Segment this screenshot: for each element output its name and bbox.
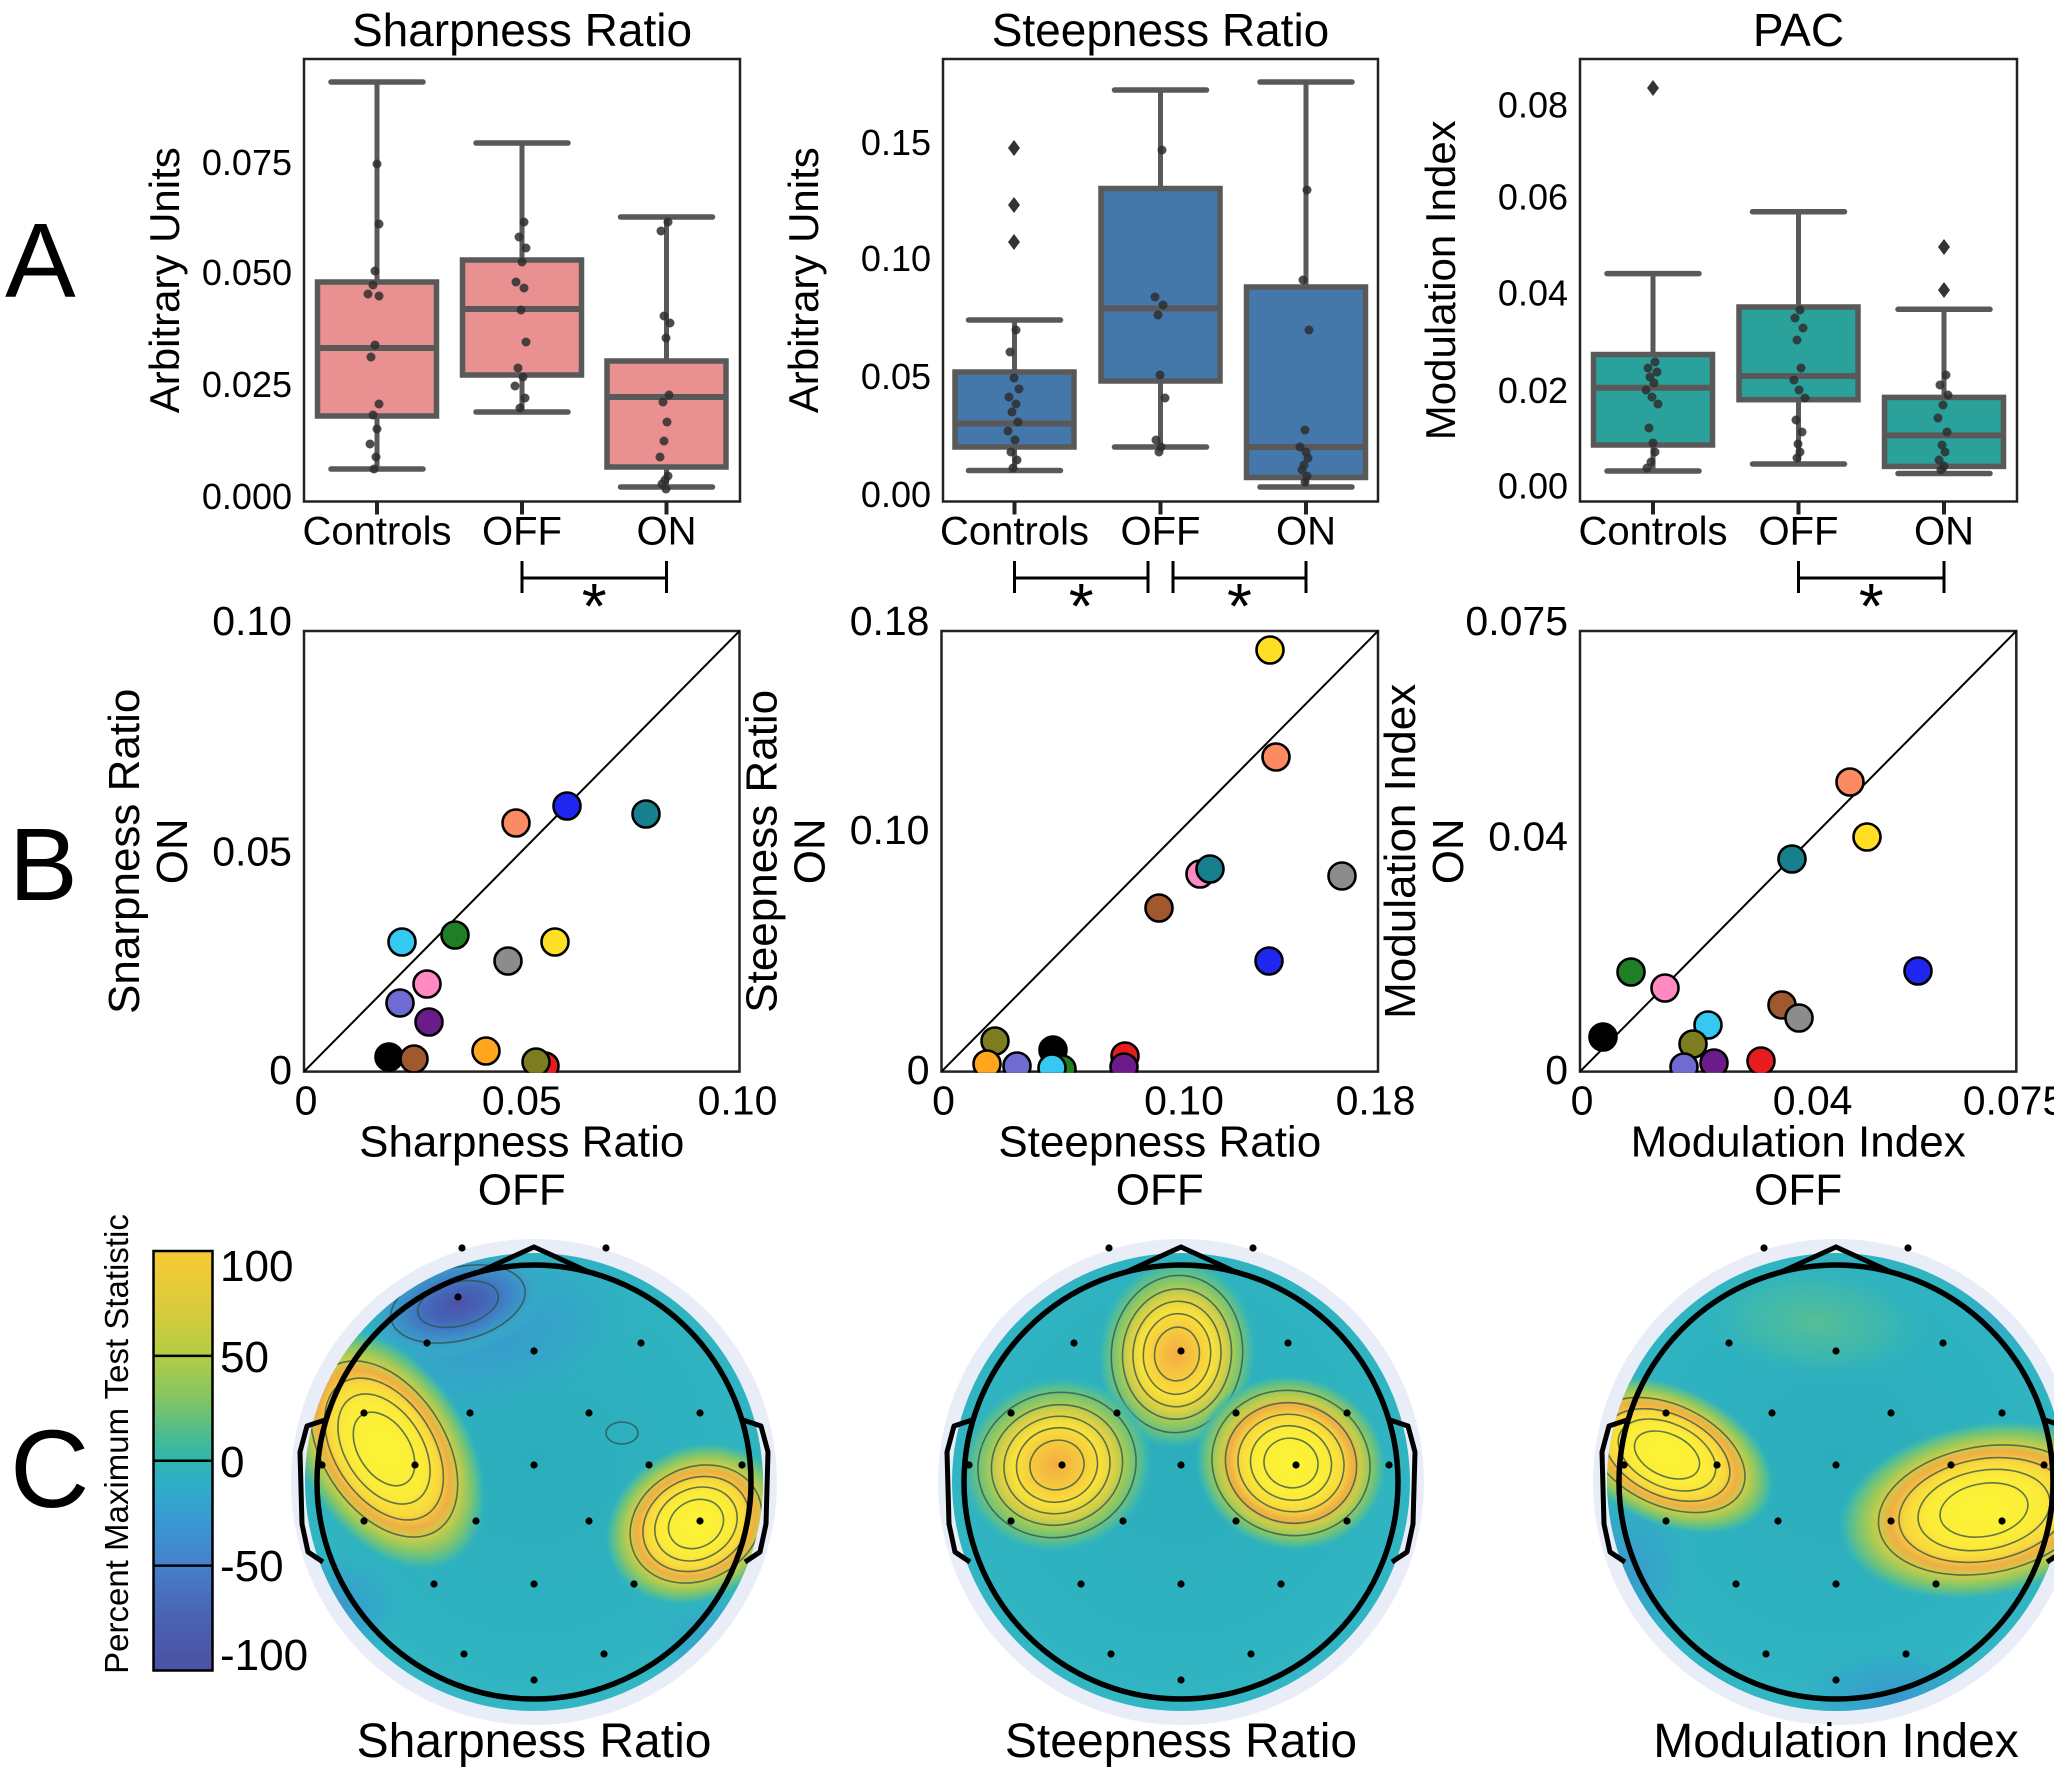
svg-text:0.02: 0.02 [1498,370,1568,411]
svg-text:50: 50 [220,1333,269,1382]
svg-text:0.10: 0.10 [698,1078,778,1124]
svg-text:C: C [10,1408,89,1531]
svg-text:ON: ON [786,818,835,884]
svg-text:Sharpness Ratio: Sharpness Ratio [352,4,692,56]
svg-text:Arbitrary Units: Arbitrary Units [780,147,827,413]
svg-text:0.10: 0.10 [212,598,292,644]
svg-text:0.04: 0.04 [1498,272,1568,313]
svg-text:0.04: 0.04 [1773,1078,1853,1124]
svg-text:0.075: 0.075 [1963,1078,2054,1124]
svg-text:0: 0 [907,1047,930,1093]
svg-text:PAC: PAC [1753,4,1844,56]
svg-text:0.05: 0.05 [482,1078,562,1124]
svg-text:Steepness Ratio: Steepness Ratio [1005,1715,1357,1768]
svg-text:0.075: 0.075 [202,142,292,183]
svg-text:0.00: 0.00 [1498,465,1568,506]
svg-text:OFF: OFF [1759,510,1839,554]
svg-text:0.10: 0.10 [1144,1078,1224,1124]
svg-text:0: 0 [1571,1078,1594,1124]
svg-text:Percent Maximum Test Statistic: Percent Maximum Test Statistic [98,1214,135,1674]
svg-text:Steepness Ratio: Steepness Ratio [992,4,1330,56]
svg-text:OFF: OFF [1116,1166,1204,1215]
svg-text:0.18: 0.18 [1336,1078,1416,1124]
svg-text:A: A [5,202,76,320]
svg-text:0: 0 [269,1047,292,1093]
svg-text:Controls: Controls [1579,510,1728,554]
svg-text:0.06: 0.06 [1498,177,1568,218]
svg-text:0.10: 0.10 [850,807,930,853]
svg-text:ON: ON [1276,510,1336,554]
svg-text:OFF: OFF [482,510,562,554]
svg-text:Modulation Index: Modulation Index [1376,684,1425,1019]
svg-text:ON: ON [637,510,697,554]
svg-text:Arbitrary Units: Arbitrary Units [141,147,188,413]
svg-text:0.050: 0.050 [202,252,292,293]
svg-text:-50: -50 [220,1542,284,1591]
svg-text:100: 100 [220,1242,293,1291]
svg-text:ON: ON [1914,510,1974,554]
svg-text:Steepness Ratio: Steepness Ratio [998,1118,1321,1167]
svg-text:B: B [9,807,78,922]
svg-text:0.18: 0.18 [850,598,930,644]
svg-text:0.00: 0.00 [861,474,931,515]
svg-text:0: 0 [220,1438,244,1487]
svg-text:-100: -100 [220,1631,308,1680]
svg-text:ON: ON [1424,818,1473,884]
svg-text:0.05: 0.05 [861,356,931,397]
svg-text:0.025: 0.025 [202,364,292,405]
svg-text:Modulation Index: Modulation Index [1417,120,1464,440]
svg-text:0.15: 0.15 [861,122,931,163]
svg-text:0: 0 [295,1078,318,1124]
svg-text:0.08: 0.08 [1498,85,1568,126]
svg-text:0: 0 [1545,1047,1568,1093]
svg-text:Steepness Ratio: Steepness Ratio [738,690,787,1013]
svg-text:Modulation Index: Modulation Index [1631,1118,1966,1167]
svg-text:0: 0 [932,1078,955,1124]
svg-text:Snarpness Ratio: Snarpness Ratio [100,689,149,1014]
svg-text:ON: ON [148,818,197,884]
svg-text:0.075: 0.075 [1465,598,1568,644]
svg-text:Controls: Controls [940,510,1089,554]
svg-text:Sharpness Ratio: Sharpness Ratio [357,1715,712,1768]
svg-text:Sharpness Ratio: Sharpness Ratio [359,1118,684,1167]
svg-text:Modulation Index: Modulation Index [1653,1715,2019,1768]
svg-text:0.000: 0.000 [202,476,292,517]
svg-text:OFF: OFF [1121,510,1201,554]
svg-text:0.04: 0.04 [1488,814,1568,860]
svg-text:OFF: OFF [478,1166,566,1215]
svg-text:Controls: Controls [303,510,452,554]
svg-text:0.10: 0.10 [861,238,931,279]
svg-text:OFF: OFF [1754,1166,1842,1215]
svg-text:0.05: 0.05 [212,829,292,875]
